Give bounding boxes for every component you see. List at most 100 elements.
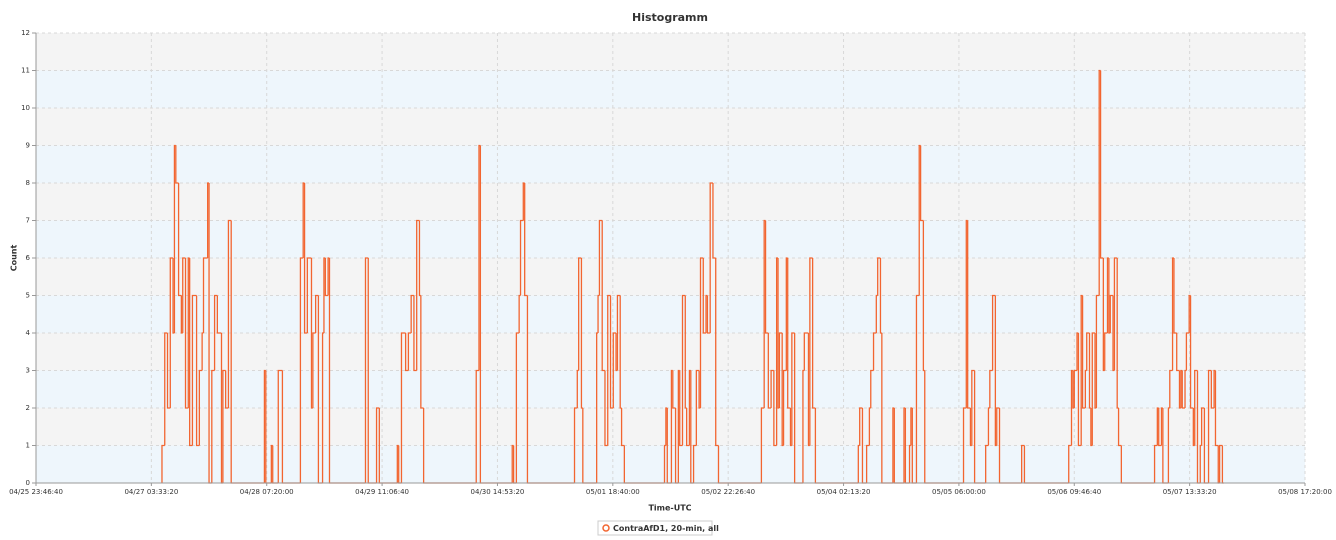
step-segment (699, 257, 704, 408)
x-tick-label: 05/01 18:40:00 (586, 488, 640, 496)
step-segment (413, 295, 417, 372)
step-segment (616, 294, 621, 371)
step-segment (182, 257, 186, 333)
step-segment (702, 258, 707, 334)
band (36, 333, 1305, 371)
step-segment (811, 258, 816, 409)
step-segment (189, 258, 193, 447)
step-segment (195, 295, 200, 447)
step-segment (715, 258, 719, 447)
band (36, 183, 1305, 221)
step-segment (971, 369, 975, 446)
band (36, 33, 1305, 71)
step-segment (1081, 295, 1086, 409)
step-segment (400, 332, 406, 483)
y-tick-label: 4 (26, 329, 31, 337)
step-segment (695, 369, 700, 446)
step-segment (1099, 70, 1104, 259)
legend-box (597, 520, 713, 536)
band (36, 70, 1305, 108)
step-segment (1210, 370, 1215, 409)
step-segment (679, 370, 683, 447)
step-segment (184, 258, 189, 409)
step-segment (915, 294, 920, 483)
step-segment (324, 258, 329, 297)
band (36, 220, 1305, 258)
step-segment (1189, 295, 1194, 409)
step-segment (211, 369, 215, 483)
step-segment (604, 370, 608, 447)
band (36, 258, 1305, 296)
step-segment (985, 444, 989, 483)
step-segment (515, 332, 520, 483)
step-segment (1068, 444, 1072, 483)
y-axis-label: Count (10, 245, 19, 272)
step-segment (1185, 332, 1190, 371)
step-segment (706, 295, 711, 334)
y-tick-label: 6 (26, 254, 31, 262)
step-segment (1109, 294, 1114, 333)
step-segment (1104, 332, 1108, 371)
y-tick-label: 9 (26, 142, 30, 150)
step-segment (919, 145, 924, 222)
band (36, 295, 1305, 333)
step-segment (773, 370, 777, 447)
step-segment (767, 333, 772, 409)
step-segment (612, 332, 617, 408)
step-segment (787, 258, 791, 409)
band (36, 445, 1305, 483)
step-segment (1117, 408, 1122, 447)
step-segment (791, 332, 795, 446)
step-segment (161, 444, 165, 483)
band (36, 108, 1305, 146)
step-segment (573, 407, 578, 483)
step-segment (1218, 444, 1223, 483)
y-tick-label: 3 (26, 367, 30, 375)
step-segment (1173, 258, 1177, 334)
step-segment (1021, 444, 1025, 483)
step-segment (712, 183, 716, 259)
step-segment (227, 219, 232, 408)
x-tick-label: 05/08 17:20:00 (1278, 488, 1332, 496)
step-segment (709, 182, 713, 333)
step-segment (578, 257, 582, 371)
x-tick-label: 04/29 11:06:40 (355, 488, 409, 496)
step-segment (1113, 257, 1118, 371)
step-segment (375, 407, 380, 483)
x-tick-label: 05/07 13:33:20 (1163, 488, 1217, 496)
step-segment (809, 257, 813, 446)
step-segment (312, 332, 316, 408)
step-segment (524, 183, 528, 297)
y-tick-label: 8 (26, 179, 30, 187)
step-segment (191, 294, 197, 446)
y-tick-label: 0 (26, 479, 30, 487)
step-segment (865, 444, 870, 483)
step-segment (299, 257, 304, 483)
step-segment (601, 220, 605, 372)
y-tick-label: 10 (21, 104, 30, 112)
step-segment (872, 332, 877, 371)
step-segment (962, 407, 967, 483)
step-segment (202, 257, 208, 333)
step-segment (222, 369, 226, 483)
band (36, 145, 1305, 183)
y-tick-label: 1 (26, 442, 30, 450)
step-segment (177, 183, 182, 297)
step-segment (1158, 408, 1162, 447)
step-segment (519, 219, 524, 296)
step-segment (989, 369, 993, 408)
x-tick-label: 05/04 02:13:20 (817, 488, 871, 496)
step-segment (778, 332, 783, 408)
step-segment (996, 407, 1000, 446)
step-segment (1200, 407, 1205, 446)
step-segment (598, 219, 603, 296)
legend-label: ContraAfD1, 20-min, all (613, 524, 719, 533)
x-tick-label: 04/30 14:53:20 (471, 488, 525, 496)
step-segment (672, 370, 676, 409)
step-segment (277, 369, 283, 483)
step-segment (303, 183, 308, 334)
y-tick-label: 11 (21, 67, 30, 75)
step-segment (859, 407, 863, 446)
step-segment (410, 294, 414, 333)
